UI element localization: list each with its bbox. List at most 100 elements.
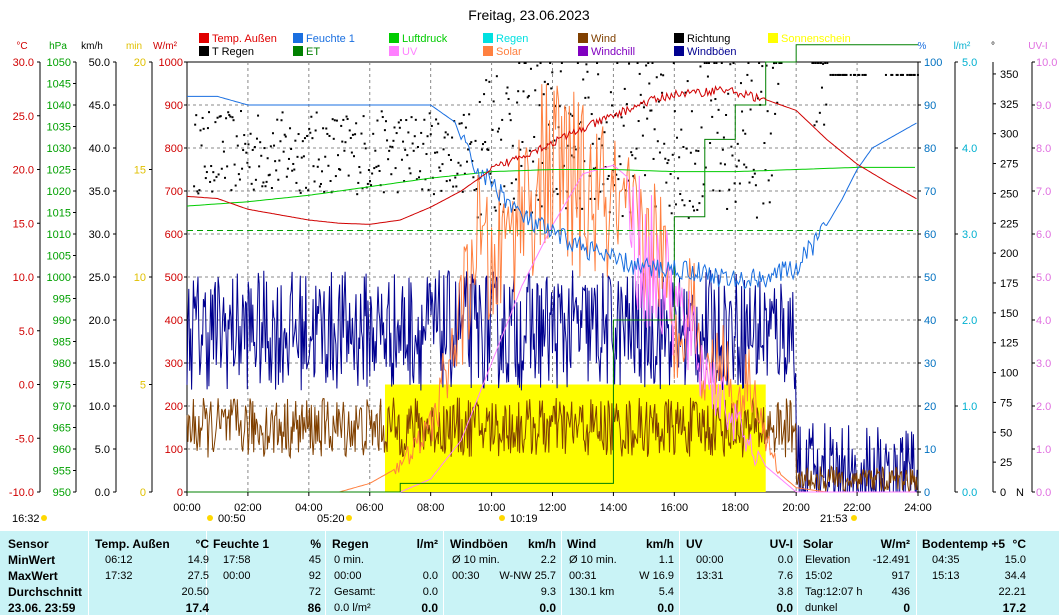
axis-tick-label: 1040	[47, 100, 71, 112]
direction-point	[316, 165, 319, 168]
direction-point	[225, 117, 228, 120]
direction-point	[303, 137, 306, 140]
direction-point	[913, 73, 916, 76]
direction-point	[635, 147, 638, 150]
direction-point	[616, 62, 619, 64]
direction-point	[445, 180, 448, 183]
axis-tick-label: 275	[1000, 159, 1018, 171]
boeen-row-value: 0.0	[539, 601, 556, 615]
x-tick-label: 20:00	[782, 502, 810, 514]
direction-point	[378, 170, 381, 173]
direction-point	[281, 111, 284, 114]
direction-point	[738, 182, 741, 185]
direction-point	[405, 119, 408, 122]
regen-row-value: 0.0	[422, 570, 438, 582]
direction-point	[750, 79, 753, 82]
legend-label: T Regen	[212, 46, 254, 58]
direction-point	[372, 132, 375, 135]
direction-point	[248, 166, 251, 169]
direction-point	[443, 136, 446, 139]
axis-tick-label: 15	[134, 165, 146, 177]
direction-point	[318, 185, 321, 188]
direction-point	[306, 134, 309, 137]
direction-point	[437, 122, 440, 125]
direction-point	[699, 65, 702, 68]
direction-point	[606, 177, 609, 180]
direction-point	[377, 164, 380, 167]
direction-point	[239, 110, 242, 113]
direction-point	[558, 105, 561, 108]
direction-point	[205, 171, 208, 174]
direction-point	[233, 163, 236, 166]
direction-point	[542, 93, 545, 96]
direction-point	[313, 180, 316, 183]
direction-point	[389, 145, 392, 148]
direction-point	[216, 116, 219, 119]
axis-tick-label: 10.0	[13, 272, 34, 284]
direction-point	[685, 147, 688, 150]
axis-tick-label: 10.0	[89, 401, 110, 413]
sun-marker-label: 21:53	[820, 513, 848, 525]
direction-point	[549, 62, 552, 64]
x-tick-label: 02:00	[234, 502, 262, 514]
direction-point	[776, 101, 779, 104]
direction-point	[515, 178, 518, 181]
direction-point	[760, 90, 763, 93]
direction-point	[644, 174, 647, 177]
axis-tick-label: 7.0	[1036, 186, 1051, 198]
direction-point	[610, 104, 613, 107]
feuchte-row-value: 45	[308, 554, 321, 566]
direction-point	[338, 168, 341, 171]
direction-point	[386, 139, 389, 142]
direction-point	[591, 142, 594, 145]
direction-point	[565, 207, 568, 210]
direction-point	[315, 111, 318, 114]
direction-point	[416, 145, 419, 148]
axis-tick-label: 100	[165, 444, 183, 456]
direction-point	[297, 133, 300, 136]
direction-point	[586, 70, 589, 73]
direction-point	[481, 143, 484, 146]
direction-point	[700, 126, 703, 129]
direction-point	[343, 149, 346, 152]
sensor-row: MinWert	[8, 553, 56, 567]
direction-point	[895, 73, 898, 76]
chart-marks	[186, 44, 919, 493]
sun-marker-label: 16:32	[12, 513, 40, 525]
solar-row-label: Elevation	[805, 554, 851, 566]
stats-col-sensor: Sensor MinWert MaxWert Durchschnitt 23.0…	[8, 531, 88, 615]
direction-point	[717, 108, 720, 111]
direction-point	[818, 111, 821, 114]
legend-swatch	[293, 46, 303, 56]
x-axis: 00:00 02:00 04:00 06:00 08:00 10:00 12:00 14:00…	[173, 492, 932, 514]
axis-tick-label: 10	[924, 444, 936, 456]
direction-point	[479, 213, 482, 216]
boden-unit: °C	[1012, 537, 1026, 551]
direction-point	[663, 142, 666, 145]
uv-row-value: 0.0	[777, 554, 793, 566]
direction-point	[727, 92, 730, 95]
axis-unit: °C	[16, 41, 27, 52]
direction-point	[909, 73, 912, 76]
axis-tick-label: -5.0	[15, 433, 34, 445]
direction-point	[394, 167, 397, 170]
axis-tick-label: 50.0	[89, 57, 110, 69]
direction-point	[478, 100, 481, 103]
direction-point	[534, 89, 537, 92]
direction-point	[704, 166, 707, 169]
uv-row-value: 0.0	[776, 601, 793, 615]
direction-point	[597, 73, 600, 76]
legend-swatch	[389, 33, 399, 43]
direction-point	[718, 189, 721, 192]
direction-point	[458, 122, 461, 125]
feuchte-row-value: 92	[308, 570, 321, 582]
direction-point	[631, 154, 634, 157]
direction-point	[198, 189, 201, 192]
direction-point	[574, 148, 577, 151]
x-tick-label: 10:00	[478, 502, 506, 514]
direction-point	[567, 144, 570, 147]
direction-point	[706, 75, 709, 78]
direction-point	[367, 169, 370, 172]
direction-point	[571, 114, 574, 117]
axis-unit: min	[126, 41, 142, 52]
